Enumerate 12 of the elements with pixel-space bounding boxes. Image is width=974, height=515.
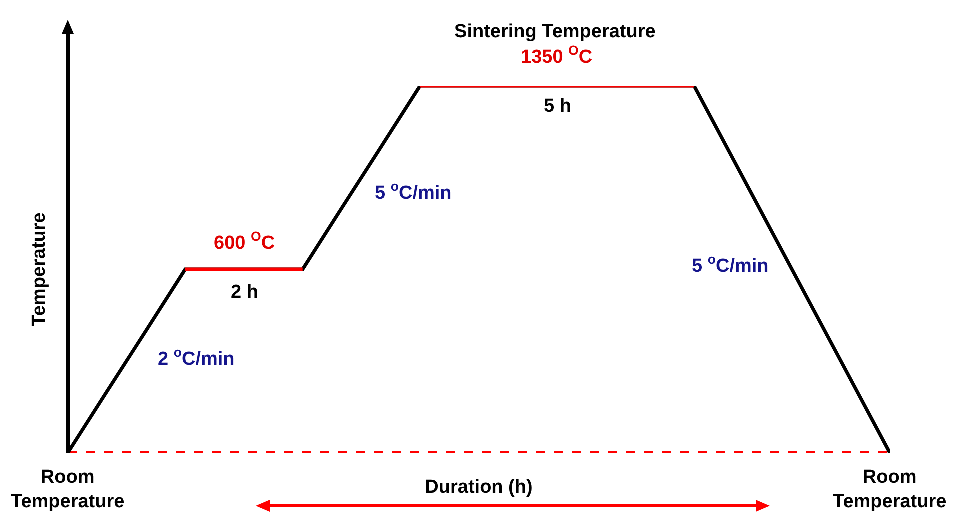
text: Room Temperature <box>11 467 125 513</box>
annotation: 2 $^{o}$C/min <box>158 345 235 370</box>
chart-title: Sintering Temperature <box>454 22 656 43</box>
x-axis-title: Duration (h) <box>425 476 533 498</box>
annotation: 5 $^{o}$C/min <box>375 179 452 204</box>
text: Room Temperature <box>833 467 947 513</box>
y-axis-title: Temperature <box>28 212 50 326</box>
annotation: 5 $^{o}$C/min <box>692 252 769 277</box>
annotation: 2 h <box>231 282 258 303</box>
annotation: 5 h <box>544 96 572 117</box>
annotation: 600 $^{O}$C <box>214 229 276 254</box>
text: 1350 $^{O}$C <box>521 43 593 68</box>
